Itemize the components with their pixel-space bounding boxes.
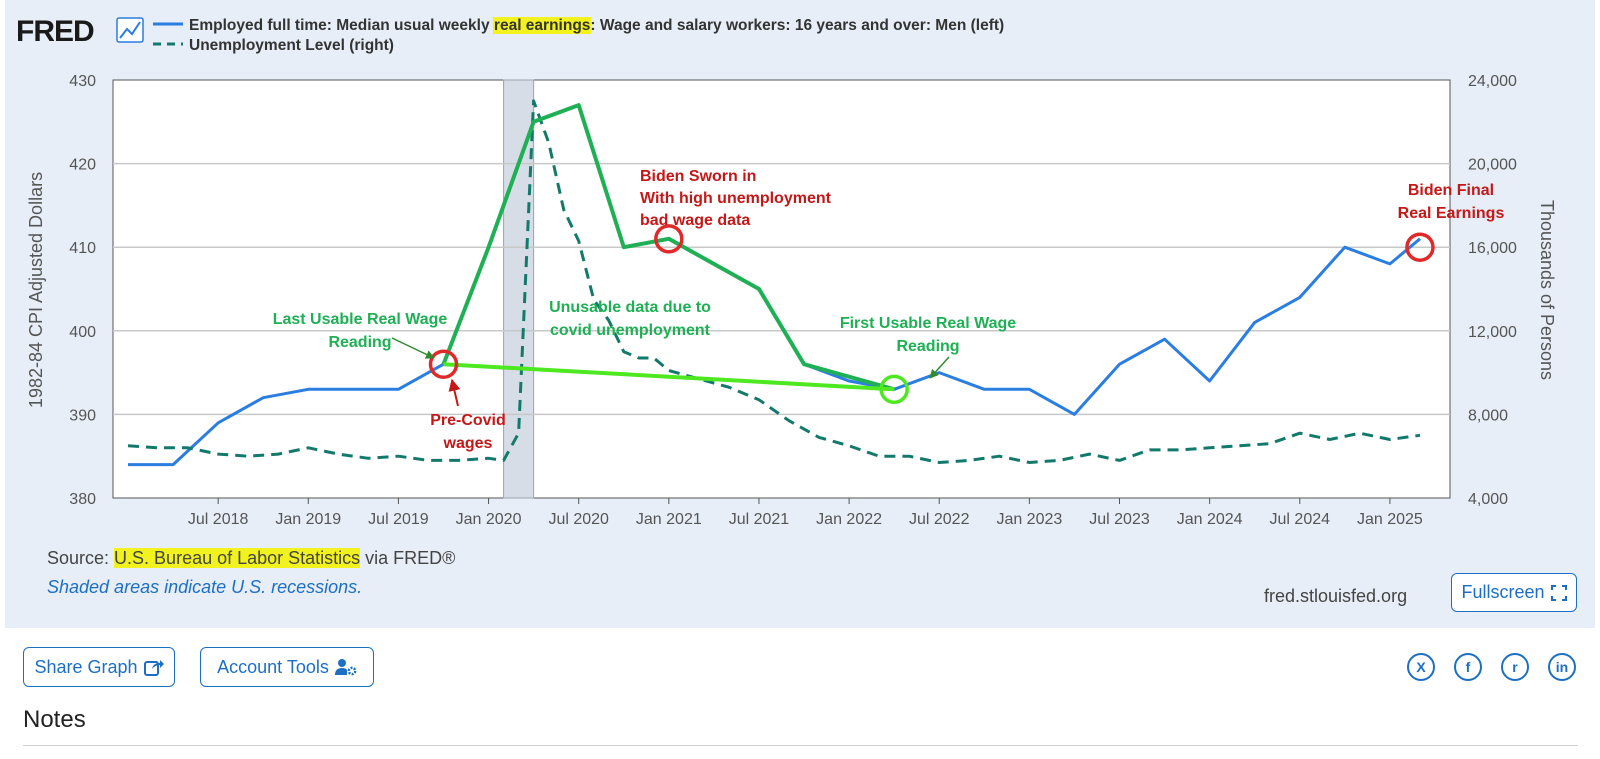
annotation-line: First Usable Real Wage — [840, 315, 1016, 332]
fullscreen-button[interactable]: Fullscreen — [1451, 573, 1577, 612]
x-tick-label: Jul 2020 — [548, 511, 609, 528]
annotation-line: Real Earnings — [1398, 205, 1505, 222]
y-right-tick-label: 16,000 — [1468, 240, 1517, 257]
annotation-pre-covid: Pre-Covid wages — [430, 412, 506, 452]
notes-heading: Notes — [23, 706, 86, 733]
legend-entry: Unemployment Level (right) — [189, 37, 394, 54]
y-left-axis-label: 1982-84 CPI Adjusted Dollars — [26, 172, 46, 408]
chart-line-icon — [116, 17, 144, 43]
fred-logo: FRED — [16, 15, 94, 48]
y-left-tick-label: 390 — [69, 407, 96, 424]
x-tick-label: Jan 2024 — [1177, 511, 1243, 528]
arrow-first-usable — [929, 356, 950, 379]
facebook-glyph: f — [1465, 659, 1471, 675]
x-tick-label: Jul 2021 — [729, 511, 790, 528]
share-icon — [143, 660, 164, 676]
reddit-icon[interactable]: r — [1501, 653, 1529, 681]
y-right-axis-label: Thousands of Persons — [1537, 200, 1557, 380]
y-left-tick-label: 380 — [69, 491, 96, 508]
linkedin-glyph: in — [1555, 659, 1569, 675]
source-prefix: Source: — [47, 548, 115, 568]
x-tick-label: Jan 2019 — [275, 511, 341, 528]
x-tick-label: Jan 2023 — [996, 511, 1062, 528]
fullscreen-label: Fullscreen — [1461, 582, 1545, 602]
source-suffix: via FRED® — [360, 548, 456, 568]
x-tick-label: Jul 2022 — [909, 511, 970, 528]
y-left-tick-label: 400 — [69, 324, 96, 341]
annotation-line: Biden Final — [1408, 182, 1494, 199]
green-annotation-path — [441, 103, 895, 392]
notes-divider — [23, 745, 1578, 746]
recession-band — [503, 79, 535, 499]
reddit-glyph: r — [1512, 659, 1518, 675]
account-tools-label: Account Tools — [217, 656, 329, 677]
annotation-line: Reading — [328, 334, 391, 351]
plot-area — [112, 79, 1451, 499]
annotation-biden-sworn-in: Biden Sworn in With high unemployment bad … — [640, 168, 832, 229]
source-link[interactable]: U.S. Bureau of Labor Statistics — [114, 548, 361, 568]
annotation-line: Pre-Covid — [430, 412, 506, 429]
x-tick-label: Jul 2018 — [188, 511, 249, 528]
user-gear-icon — [334, 659, 357, 676]
share-graph-button[interactable]: Share Graph — [23, 647, 175, 687]
fullscreen-icon — [1550, 584, 1567, 601]
x-tick-label: Jan 2025 — [1357, 511, 1423, 528]
annotation-first-usable: First Usable Real Wage Reading — [840, 315, 1016, 355]
y-left-tick-label: 430 — [69, 73, 96, 90]
site-url[interactable]: fred.stlouisfed.org — [1264, 586, 1408, 606]
wage-comparison-line — [443, 362, 895, 392]
y-right-tick-label: 20,000 — [1468, 157, 1517, 174]
legend-text: Employed full time: Median usual weekly — [189, 17, 494, 34]
recession-note: Shaded areas indicate U.S. recessions. — [47, 577, 363, 597]
source-line: Source: U.S. Bureau of Labor Statistics … — [47, 548, 455, 569]
unemployment-level-line — [127, 99, 1421, 464]
annotation-line: With high unemployment — [640, 190, 832, 207]
legend-text: : Wage and salary workers: 16 years and … — [590, 17, 1004, 34]
annotation-line: Unusable data due to — [549, 299, 711, 316]
arrow-pre-covid — [448, 378, 461, 407]
facebook-icon[interactable]: f — [1454, 653, 1482, 681]
x-tick-label: Jan 2021 — [636, 511, 702, 528]
y-right-tick-label: 12,000 — [1468, 324, 1517, 341]
annotation-line: Last Usable Real Wage — [273, 311, 448, 328]
annotation-line: Reading — [896, 338, 959, 355]
x-tick-label: Jul 2024 — [1270, 511, 1331, 528]
fred-chart: 430 420 410 400 390 380 24,000 20,000 16,000 12,0… — [16, 15, 1557, 528]
highlight-circle — [654, 224, 684, 254]
annotation-line: covid unemployment — [550, 322, 711, 339]
y-right-tick-label: 4,000 — [1468, 491, 1508, 508]
highlight-circle — [879, 374, 909, 405]
y-left-tick-label: 420 — [69, 157, 96, 174]
y-right-tick-label: 8,000 — [1468, 407, 1508, 424]
annotation-biden-final: Biden Final Real Earnings — [1398, 182, 1505, 222]
x-twitter-icon[interactable]: X — [1407, 653, 1435, 681]
annotation-line: wages — [443, 435, 493, 452]
x-tick-label: Jan 2022 — [816, 511, 882, 528]
annotation-unusable: Unusable data due to covid unemployment — [549, 299, 711, 339]
linkedin-icon[interactable]: in — [1548, 653, 1576, 681]
share-graph-label: Share Graph — [34, 656, 138, 677]
x-glyph: X — [1416, 659, 1426, 675]
y-right-tick-label: 24,000 — [1468, 73, 1517, 90]
legend-entry: Employed full time: Median usual weekly … — [189, 17, 1004, 34]
annotation-line: Biden Sworn in — [640, 168, 756, 185]
highlight-circle — [428, 349, 459, 379]
legend-highlight: real earnings — [494, 17, 591, 34]
x-tick-label: Jul 2023 — [1089, 511, 1150, 528]
arrow-last-usable — [391, 337, 435, 359]
annotation-line: bad wage data — [640, 212, 750, 229]
legend-highlight-bg — [492, 17, 592, 34]
y-left-tick-label: 410 — [69, 240, 96, 257]
x-tick-label: Jan 2020 — [456, 511, 522, 528]
x-tick-label: Jul 2019 — [368, 511, 429, 528]
account-tools-button[interactable]: Account Tools — [200, 647, 374, 687]
highlight-circle — [1405, 232, 1435, 262]
annotation-last-usable: Last Usable Real Wage Reading — [273, 311, 448, 351]
